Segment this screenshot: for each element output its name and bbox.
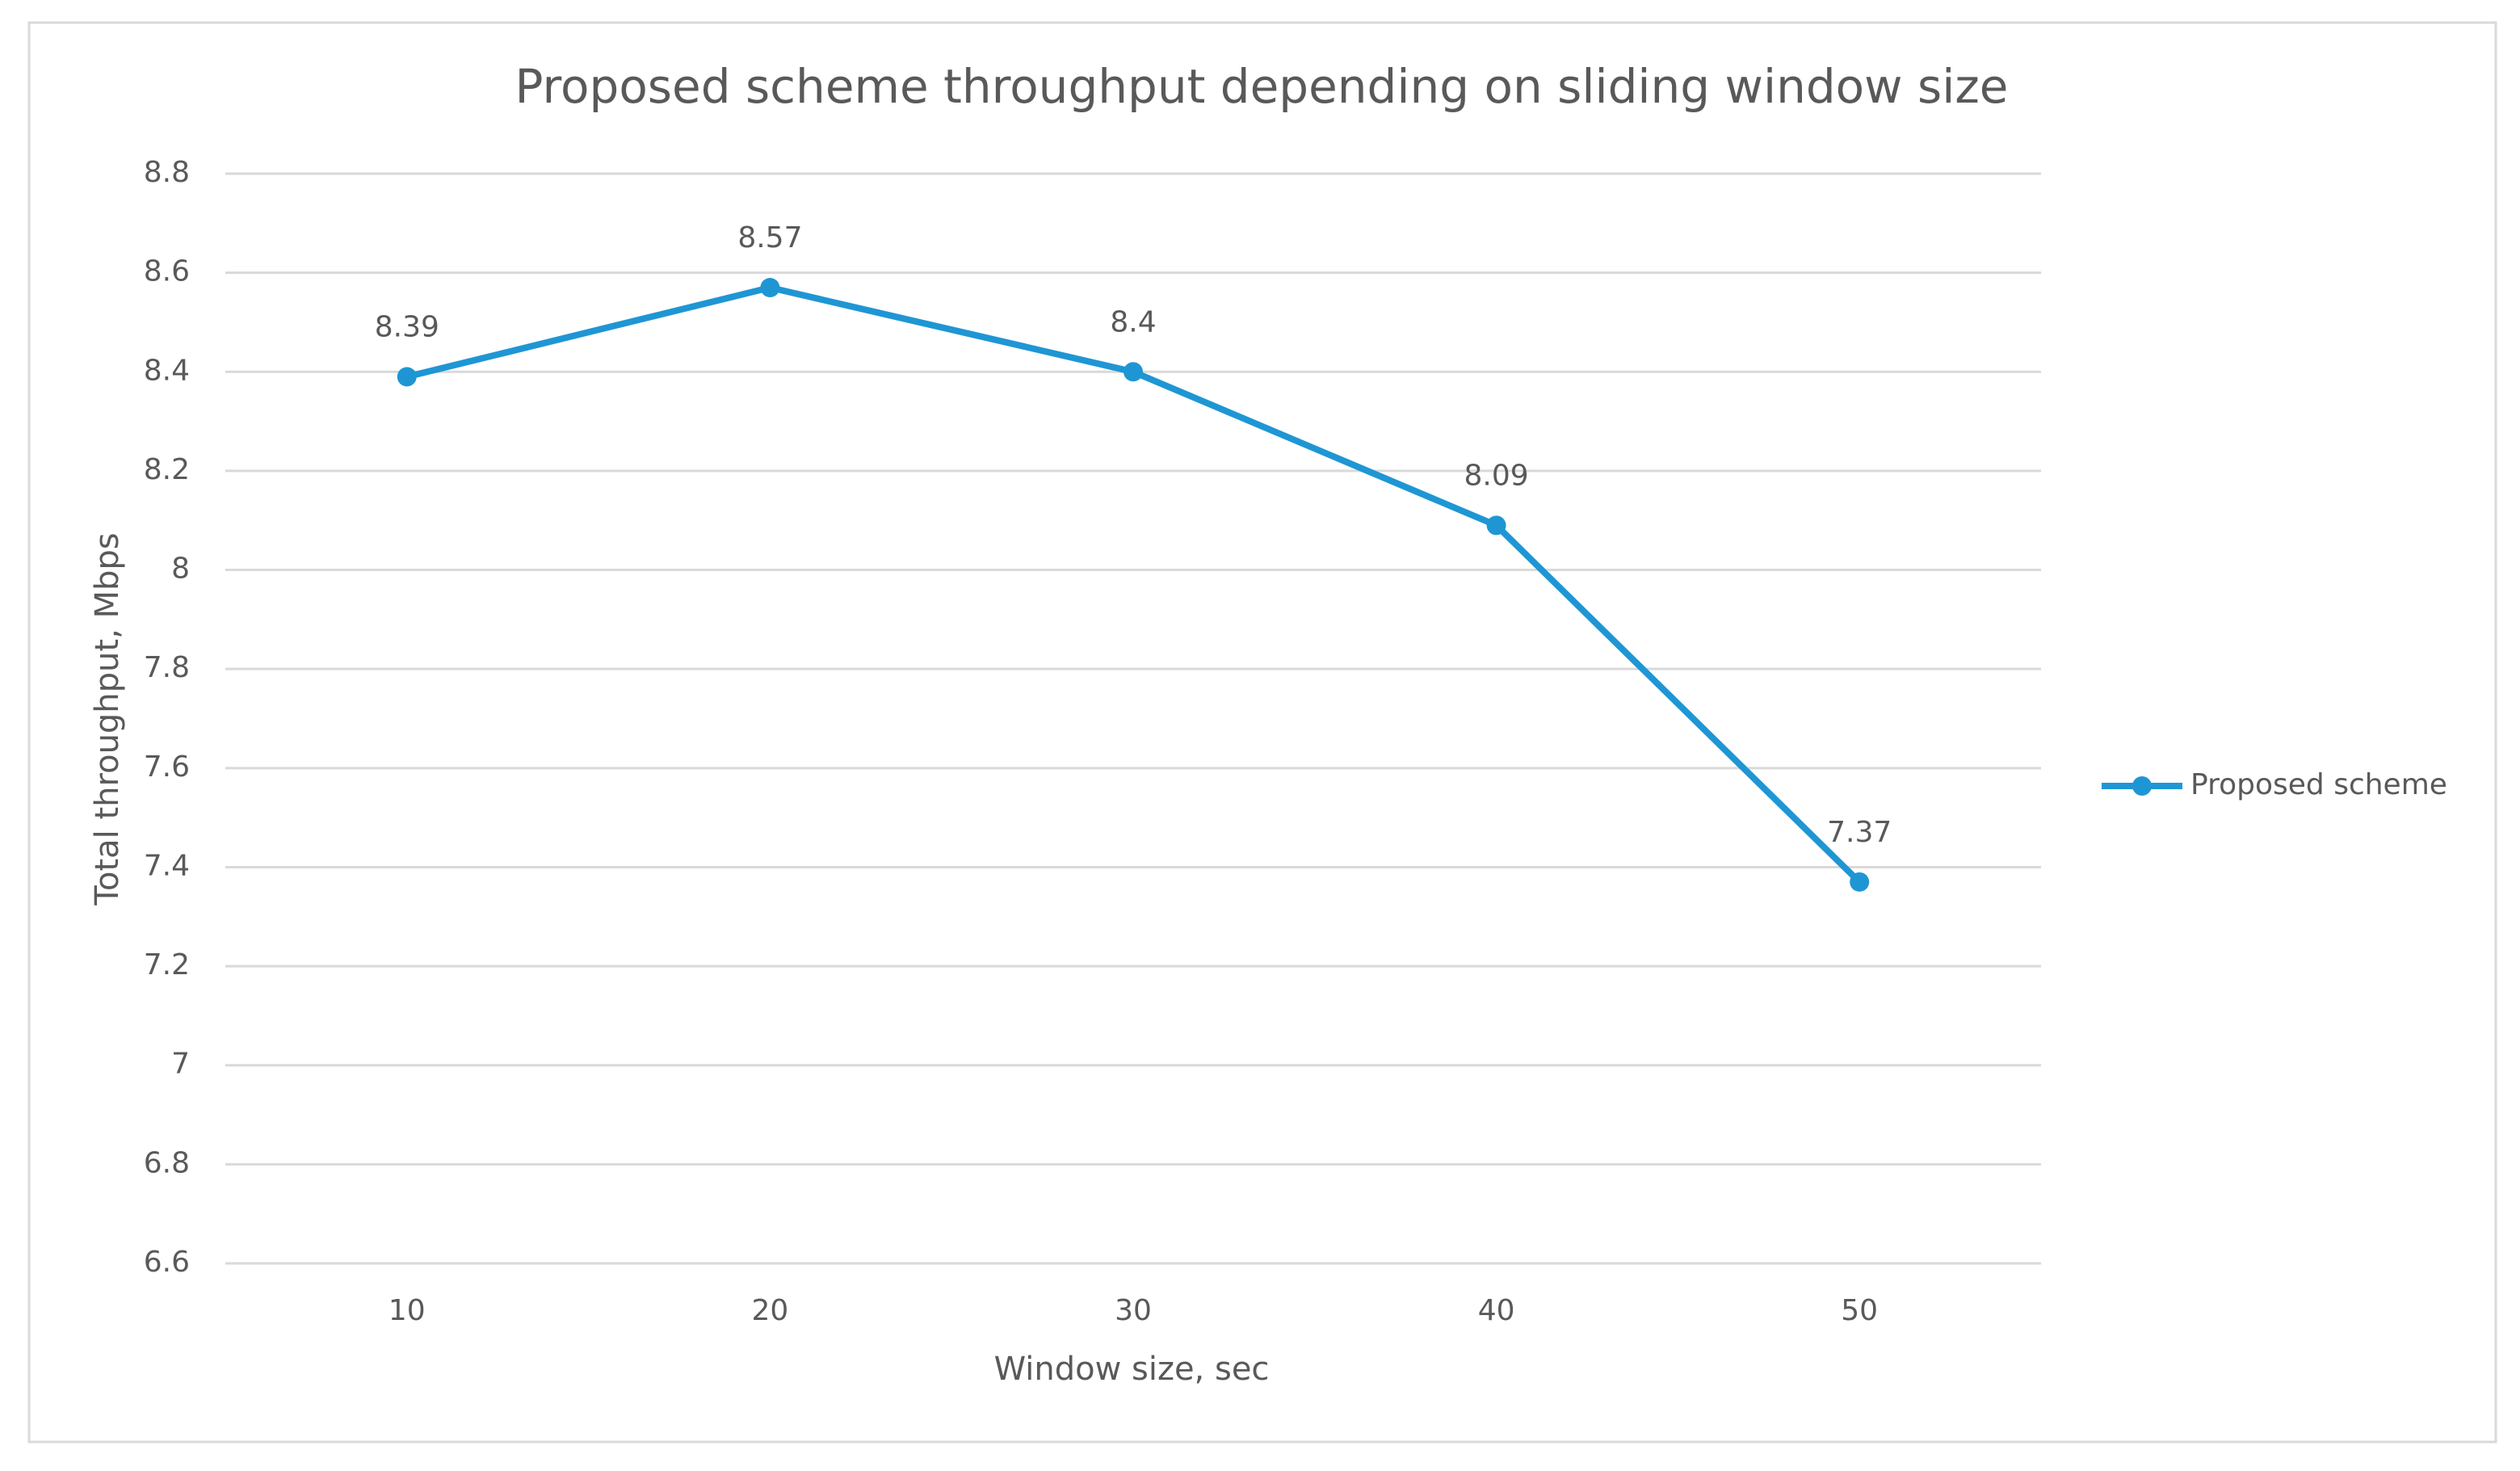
y-tick-label: 6.6: [144, 1246, 190, 1279]
x-tick-label: 40: [1478, 1294, 1515, 1327]
point: [1850, 872, 1870, 892]
point: [1486, 515, 1506, 536]
x-tick-label: 30: [1115, 1294, 1152, 1327]
y-tick-label: 7.8: [144, 651, 190, 684]
y-tick-label: 7.6: [144, 750, 190, 784]
data-label: 8.09: [1464, 459, 1529, 492]
legend-label: Proposed scheme: [2190, 768, 2447, 801]
chart-frame: [27, 21, 2497, 1444]
data-label: 8.57: [737, 221, 802, 254]
y-tick-label: 8.2: [144, 453, 190, 486]
y-axis-title: Total throughput, Mbps: [89, 532, 126, 906]
y-tick-label: 6.8: [144, 1146, 190, 1179]
y-tick-label: 8.6: [144, 255, 190, 288]
point: [397, 367, 417, 387]
data-label: 7.37: [1827, 816, 1892, 849]
y-tick-label: 8: [171, 553, 190, 586]
y-tick-label: 8.8: [144, 156, 190, 189]
point: [760, 278, 780, 298]
legend-marker: [2132, 776, 2152, 796]
y-tick-label: 7.2: [144, 948, 190, 981]
y-tick-label: 7.4: [144, 849, 190, 882]
y-tick-label: 7: [171, 1048, 190, 1081]
x-tick-label: 50: [1841, 1294, 1878, 1327]
data-label: 8.4: [1110, 305, 1156, 338]
point: [1124, 362, 1143, 382]
chart-title: Proposed scheme throughput depending on …: [514, 59, 2008, 114]
y-tick-label: 8.4: [144, 354, 190, 387]
x-tick-label: 20: [751, 1294, 788, 1327]
x-tick-label: 10: [388, 1294, 426, 1327]
x-axis-title: Window size, sec: [994, 1351, 1270, 1388]
data-label: 8.39: [375, 310, 439, 343]
